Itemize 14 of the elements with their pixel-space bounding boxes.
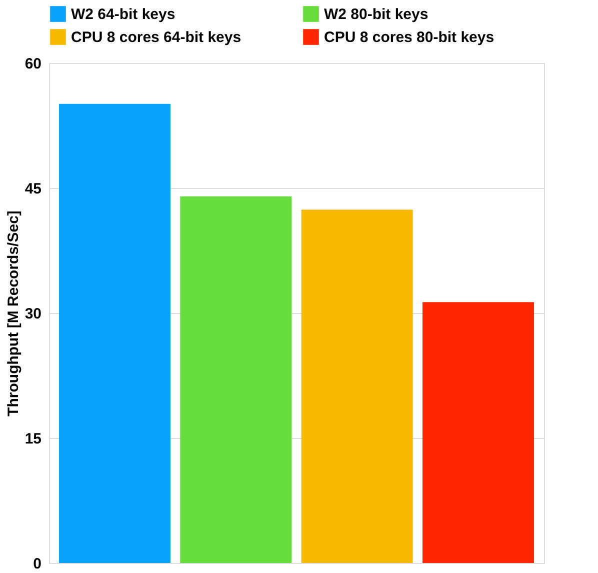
- y-tick-label: 45: [24, 180, 42, 198]
- y-tick-label: 15: [24, 430, 42, 448]
- legend-label: CPU 8 cores 64-bit keys: [71, 29, 242, 46]
- legend-label: W2 64-bit keys: [71, 6, 176, 23]
- y-axis-title: Throughput [M Records/Sec]: [4, 210, 22, 416]
- legend-label: CPU 8 cores 80-bit keys: [324, 29, 494, 46]
- bar: [180, 196, 292, 563]
- y-tick-label: 30: [24, 306, 42, 322]
- legend-label: W2 80-bit keys: [324, 6, 428, 23]
- bar: [301, 210, 413, 563]
- bar: [59, 104, 170, 563]
- bar: [422, 302, 534, 563]
- y-tick-label: 0: [33, 556, 42, 572]
- y-tick-label: 60: [24, 56, 42, 72]
